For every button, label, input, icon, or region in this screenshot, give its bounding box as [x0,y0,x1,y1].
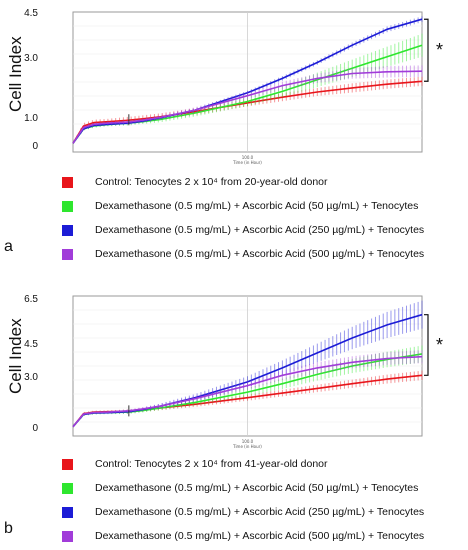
x-tick-label: 100.0 [242,439,254,444]
legend-swatch-red [62,458,73,470]
significance-bracket [424,314,429,376]
y-tick-label: 4.5 [24,8,38,19]
significance-star: * [436,40,443,60]
y-tick-label: 3.0 [24,53,38,64]
legend-item: Dexamethasone (0.5 mg/mL) + Ascorbic Aci… [62,476,424,500]
y-axis-label: Cell Index [6,36,25,112]
legend-swatch-green [62,200,73,212]
legend-item: Dexamethasone (0.5 mg/mL) + Ascorbic Aci… [62,242,424,266]
y-tick-label: 3.0 [24,372,38,383]
legend-swatch-red [62,176,73,188]
legend-label: Dexamethasone (0.5 mg/mL) + Ascorbic Aci… [95,224,425,236]
x-axis-title: Time (in Hour) [232,160,262,165]
legend-item: Dexamethasone (0.5 mg/mL) + Ascorbic Aci… [62,218,424,242]
y-tick-label: 6.5 [24,294,38,305]
plot-area: 100.0 Time (in Hour) * [65,292,450,452]
y-tick-label: 1.0 [24,113,38,124]
legend-label: Dexamethasone (0.5 mg/mL) + Ascorbic Aci… [95,506,425,518]
legend-item: Dexamethasone (0.5 mg/mL) + Ascorbic Aci… [62,524,424,548]
y-tick-label: 0 [32,141,38,152]
legend-label: Dexamethasone (0.5 mg/mL) + Ascorbic Aci… [95,248,425,260]
chart-panel-b: Cell Index 6.5 4.5 3.0 0 100.0 Time (in H… [0,282,468,550]
chart-panel-a: Cell Index 4.5 3.0 1.0 0 100.0 Time (in H… [0,0,468,270]
legend-swatch-blue [62,506,73,518]
legend-item: Dexamethasone (0.5 mg/mL) + Ascorbic Aci… [62,194,424,218]
plot-area: 100.0 Time (in Hour) * [65,8,450,168]
x-tick-label: 100.0 [242,155,254,160]
legend-label: Control: Tenocytes 2 x 10⁴ from 20-year-… [95,176,328,188]
legend-label: Dexamethasone (0.5 mg/mL) + Ascorbic Aci… [95,482,419,494]
significance-star: * [436,335,443,355]
x-axis-title: Time (in Hour) [232,444,262,449]
series-line-3 [72,70,423,144]
legend-swatch-blue [62,224,73,236]
legend-swatch-green [62,482,73,494]
legend-label: Dexamethasone (0.5 mg/mL) + Ascorbic Aci… [95,200,419,212]
legend-swatch-purple [62,248,73,260]
series-line-3 [72,355,423,428]
y-tick-label: 4.5 [24,339,38,350]
panel-label-b: b [4,520,13,537]
legend-label: Control: Tenocytes 2 x 10⁴ from 41-year-… [95,458,328,470]
significance-bracket [424,18,429,82]
legend: Control: Tenocytes 2 x 10⁴ from 41-year-… [62,452,424,548]
legend-item: Control: Tenocytes 2 x 10⁴ from 41-year-… [62,452,424,476]
legend: Control: Tenocytes 2 x 10⁴ from 20-year-… [62,170,424,266]
y-tick-label: 0 [32,423,38,434]
legend-label: Dexamethasone (0.5 mg/mL) + Ascorbic Aci… [95,530,425,542]
panel-label-a: a [4,238,13,255]
legend-item: Control: Tenocytes 2 x 10⁴ from 20-year-… [62,170,424,194]
legend-item: Dexamethasone (0.5 mg/mL) + Ascorbic Aci… [62,500,424,524]
legend-swatch-purple [62,530,73,542]
